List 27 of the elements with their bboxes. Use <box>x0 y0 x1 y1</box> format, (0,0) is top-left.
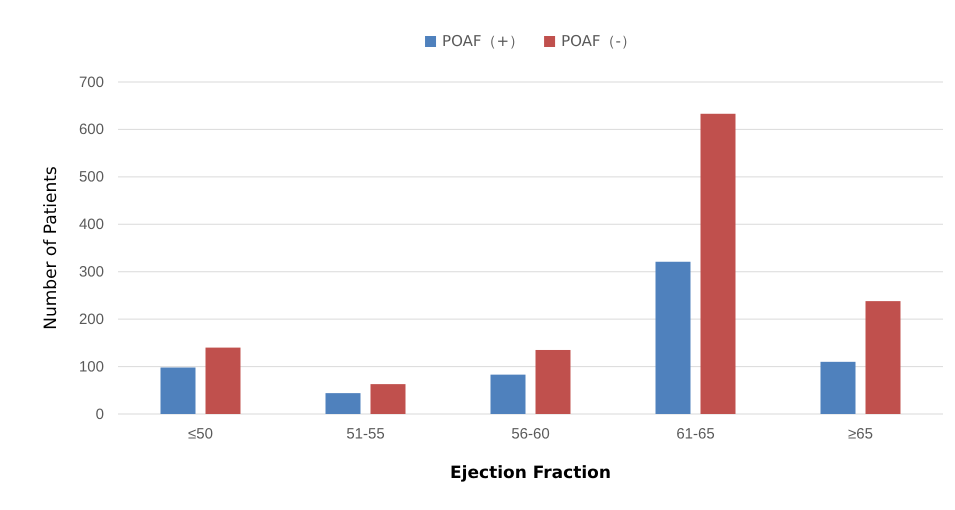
y-tick-label: 600 <box>78 121 104 138</box>
bar <box>160 368 196 414</box>
x-tick-label: ≤50 <box>188 426 213 443</box>
bar <box>866 301 900 414</box>
y-axis-title: Number of Patients <box>41 166 61 330</box>
y-tick-label: 200 <box>78 310 104 328</box>
y-tick-label: 400 <box>78 216 104 234</box>
x-tick-label: 61-65 <box>676 426 715 443</box>
bar <box>326 393 360 414</box>
y-tick-label: 700 <box>78 74 104 91</box>
bar <box>536 350 570 414</box>
y-tick-label: 100 <box>78 358 104 376</box>
y-tick-label: 500 <box>78 168 104 186</box>
bar <box>206 348 240 414</box>
x-tick-label: 56-60 <box>511 426 550 443</box>
y-tick-label: 300 <box>78 264 104 281</box>
y-tick-label: 0 <box>96 406 104 423</box>
bar <box>490 374 526 414</box>
legend-label: POAF（+） <box>442 32 524 50</box>
bar <box>656 262 690 414</box>
x-tick-label: 51-55 <box>346 426 385 443</box>
bar <box>700 114 736 414</box>
x-tick-label: ≥65 <box>848 426 873 443</box>
bar <box>820 362 856 414</box>
bar <box>370 384 406 414</box>
x-axis-title: Ejection Fraction <box>450 463 611 483</box>
legend-label: POAF（-） <box>561 32 636 50</box>
